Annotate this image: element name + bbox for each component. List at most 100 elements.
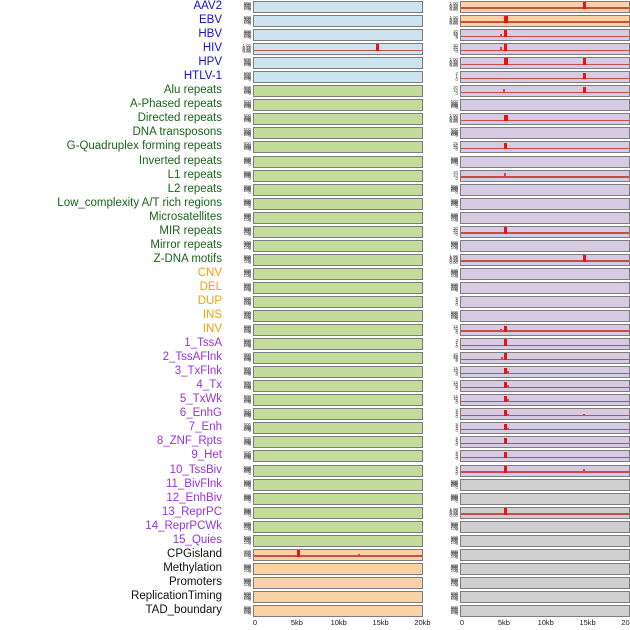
y-tick-label: 0.00 [242, 49, 251, 55]
y-tick-label: 0 [455, 91, 458, 97]
y-tick-label: 400 [450, 521, 458, 527]
y-tick-label: 500 [243, 352, 251, 358]
y-tick-label: 1 [455, 74, 458, 80]
y-tick-label: 0.25 [449, 117, 458, 123]
y-tick-label: 500 [450, 183, 458, 189]
y-tick-label: 400 [243, 451, 251, 457]
y-tick-label: 200 [243, 355, 251, 361]
y-tick-label: 10 [453, 88, 458, 94]
track-left: 500 400 300 200 100 0 [228, 112, 423, 126]
y-axis-ticks: 500 400 300 200 100 0 [228, 197, 252, 211]
track-plot-area [253, 253, 423, 266]
track-plot-area [253, 113, 423, 126]
y-tick-label: 0 [248, 175, 251, 181]
track-plot-area [460, 225, 630, 238]
y-tick-label: 300 [243, 494, 251, 500]
track-plot-area [253, 520, 423, 533]
track-left: 500 400 300 200 100 0 [228, 253, 423, 267]
track-label: 8_ZNF_Rpts [156, 435, 222, 448]
track-plot-area [460, 155, 630, 168]
y-tick-label: 300 [450, 537, 458, 543]
left-x-axis: 0 5kb 10kb 15kb 20kb [228, 618, 431, 630]
y-tick-label: 300 [243, 298, 251, 304]
signal-peak [503, 173, 506, 178]
y-tick-label: 100 [243, 160, 251, 166]
track-plot-area [460, 394, 630, 407]
y-tick-label: 1.00 [449, 253, 458, 259]
y-tick-label: 0 [248, 442, 251, 448]
track-left: 1.00 0.75 0.50 0.25 0.00 [228, 42, 423, 56]
x-tick-label: 0 [252, 618, 258, 627]
track-plot-area [460, 253, 630, 266]
y-tick-label: 500 [243, 324, 251, 330]
y-axis-ticks: 500 400 300 200 100 0 [228, 449, 252, 463]
track-label: INS [202, 309, 222, 322]
track-plot-area [460, 295, 630, 308]
y-axis-ticks: 500 400 300 200 100 0 [228, 407, 252, 421]
track-left: 500 400 300 200 100 0 [228, 155, 423, 169]
y-tick-label: 0.75 [449, 58, 458, 64]
y-tick-label: 500 [243, 281, 251, 287]
y-tick-label: 0 [455, 428, 458, 434]
y-tick-label: 500 [243, 127, 251, 133]
y-tick-label: 500 [450, 492, 458, 498]
y-tick-label: 300 [243, 115, 251, 121]
y-tick-label: 15 [453, 380, 458, 386]
y-axis-ticks: 500 400 300 200 100 0 [435, 562, 459, 576]
y-tick-label: 400 [243, 72, 251, 78]
y-tick-label: 0 [248, 470, 251, 476]
y-tick-label: 0 [455, 470, 458, 476]
track-plot-area [253, 295, 423, 308]
y-tick-label: 500 [243, 310, 251, 315]
y-tick-label: 300 [243, 396, 251, 402]
y-tick-label: 0 [455, 175, 458, 181]
y-tick-label: 0 [455, 133, 458, 139]
signal-peak [582, 86, 586, 94]
y-tick-label: 0 [455, 596, 458, 602]
y-tick-label: 100 [450, 581, 458, 587]
track-left: 500 400 300 200 100 0 [228, 169, 423, 183]
y-tick-label: 6 [455, 410, 458, 416]
y-tick-label: 100 [243, 174, 251, 180]
y-tick-label: 0 [455, 414, 458, 420]
y-tick-label: 0 [455, 231, 458, 237]
track-label: 4_Tx [196, 379, 222, 392]
y-tick-label: 0 [248, 316, 251, 322]
y-tick-label: 0 [248, 259, 251, 265]
track-plot-area [253, 71, 423, 84]
y-tick-label: 0 [248, 358, 251, 364]
track-plot-area [253, 169, 423, 182]
y-tick-label: 2 [455, 71, 458, 77]
y-tick-label: 0 [455, 49, 458, 55]
track-left: 500 400 300 200 100 0 [228, 211, 423, 225]
track-label: 9_Het [191, 449, 222, 462]
y-tick-label: 100 [450, 188, 458, 194]
y-tick-label: 400 [243, 548, 251, 554]
y-tick-label: 200 [450, 201, 458, 207]
track-right: 1.00 0.75 0.50 0.25 0.00 [435, 112, 630, 126]
track-plot-area [253, 99, 423, 112]
y-tick-label: 500 [450, 211, 458, 217]
track-left: 500 400 300 200 100 0 [228, 239, 423, 253]
y-tick-label: 100 [243, 581, 251, 587]
y-axis-ticks: 500 400 300 200 100 0 [228, 506, 252, 520]
y-axis-ticks: 20 15 10 5 0 [435, 351, 459, 365]
y-axis-ticks: 500 400 300 200 100 0 [228, 0, 252, 14]
track-left: 500 400 300 200 100 0 [228, 449, 423, 463]
y-tick-label: 300 [243, 200, 251, 206]
track-plot-area [253, 310, 423, 323]
baseline [461, 442, 629, 445]
track-plot-area [253, 239, 423, 252]
y-tick-label: 100 [243, 356, 251, 362]
y-tick-label: 0 [455, 484, 458, 490]
y-axis-ticks: 500 400 300 200 100 0 [435, 155, 459, 169]
signal-peak [582, 255, 586, 262]
y-tick-label: 200 [243, 566, 251, 572]
signal-peak [503, 16, 508, 24]
y-tick-label: 2 [455, 340, 458, 346]
signal-peak [503, 142, 507, 150]
y-axis-ticks: 500 400 300 200 100 0 [228, 84, 252, 98]
